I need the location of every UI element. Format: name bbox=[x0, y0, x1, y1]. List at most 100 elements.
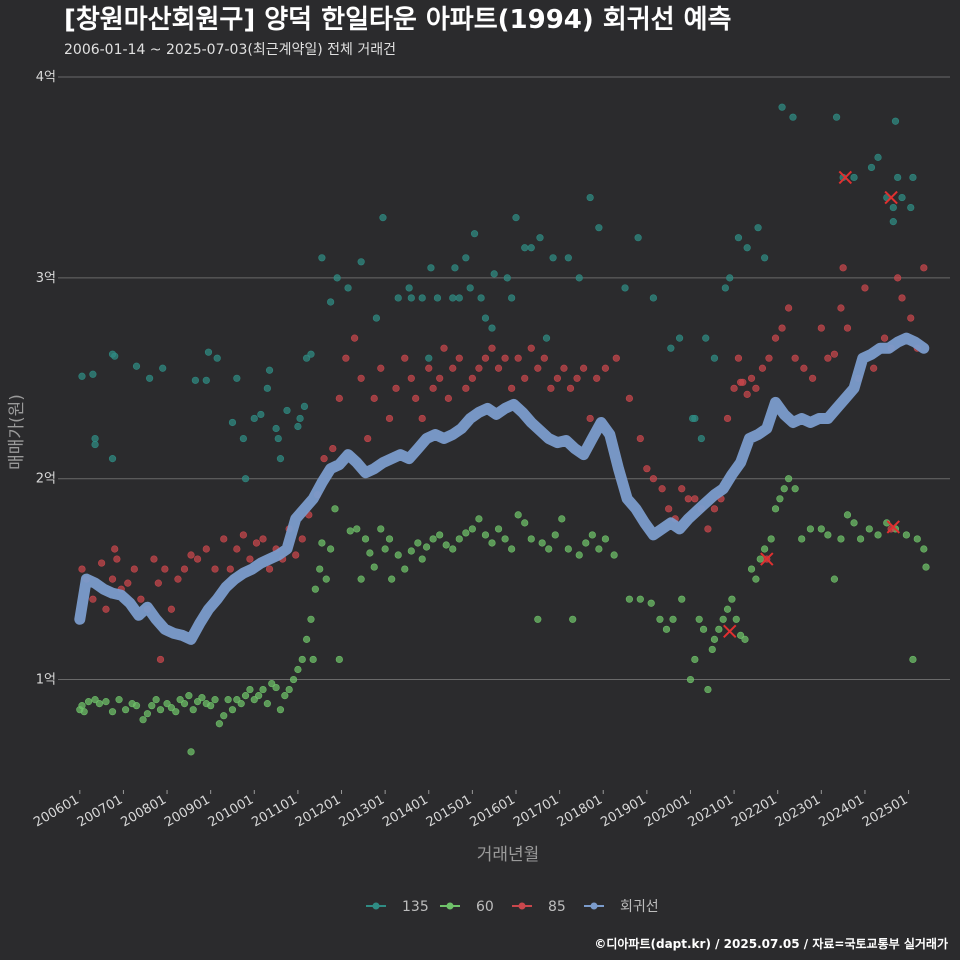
data-point-60 bbox=[224, 696, 232, 704]
legend-item: 85 bbox=[512, 899, 566, 915]
data-point-135 bbox=[721, 284, 729, 292]
data-point-135 bbox=[702, 334, 710, 342]
data-point-85 bbox=[870, 364, 878, 372]
data-point-135 bbox=[867, 163, 876, 172]
data-point-60 bbox=[564, 545, 572, 553]
data-point-135 bbox=[276, 455, 285, 463]
cancelled-mark bbox=[884, 190, 898, 205]
data-point-60 bbox=[691, 655, 699, 664]
x-tick-label: 201001 bbox=[206, 792, 256, 830]
data-point-60 bbox=[388, 575, 396, 583]
data-point-60 bbox=[708, 645, 716, 654]
data-point-60 bbox=[569, 615, 577, 623]
legend-marker bbox=[518, 902, 526, 910]
data-point-60 bbox=[187, 748, 195, 756]
data-point-85 bbox=[508, 384, 516, 392]
data-point-60 bbox=[558, 515, 566, 523]
data-point-60 bbox=[455, 535, 463, 543]
data-point-85 bbox=[113, 555, 121, 563]
data-point-85 bbox=[124, 579, 132, 587]
data-point-85 bbox=[839, 264, 847, 272]
data-point-60 bbox=[686, 675, 695, 684]
data-point-60 bbox=[322, 575, 330, 583]
data-point-60 bbox=[95, 700, 104, 708]
data-point-60 bbox=[902, 531, 910, 539]
data-point-85 bbox=[137, 595, 145, 603]
data-point-135 bbox=[850, 173, 858, 182]
data-point-85 bbox=[800, 364, 808, 372]
data-point-60 bbox=[361, 535, 370, 543]
data-point-60 bbox=[920, 545, 928, 553]
data-point-135 bbox=[734, 234, 743, 242]
data-point-60 bbox=[534, 615, 542, 623]
legend: 135 60 85 회귀선 bbox=[366, 899, 659, 915]
regression-path bbox=[74, 332, 930, 645]
x-tick-label: 201701 bbox=[511, 792, 561, 830]
data-point-85 bbox=[636, 434, 644, 443]
data-point-60 bbox=[527, 535, 535, 543]
data-point-85 bbox=[226, 565, 234, 573]
data-point-135 bbox=[466, 284, 474, 292]
data-point-135 bbox=[239, 434, 247, 443]
data-point-60 bbox=[494, 525, 503, 533]
data-point-135 bbox=[78, 372, 86, 380]
data-point-135 bbox=[449, 294, 457, 302]
data-point-85 bbox=[102, 605, 110, 613]
cancelled-mark bbox=[886, 520, 901, 534]
data-point-60 bbox=[211, 696, 219, 704]
cancelled-mark-stroke bbox=[886, 520, 901, 534]
data-point-135 bbox=[372, 314, 381, 322]
data-point-135 bbox=[294, 422, 302, 431]
legend-marker bbox=[590, 902, 598, 910]
data-point-85 bbox=[481, 354, 490, 362]
data-point-135 bbox=[832, 113, 841, 121]
data-point-85 bbox=[580, 364, 588, 372]
data-point-60 bbox=[148, 702, 156, 710]
data-point-135 bbox=[418, 294, 426, 302]
data-point-85 bbox=[412, 394, 420, 402]
data-point-85 bbox=[734, 354, 743, 362]
data-point-135 bbox=[283, 406, 291, 415]
data-point-60 bbox=[850, 519, 858, 527]
data-point-85 bbox=[108, 575, 117, 583]
data-point-135 bbox=[536, 234, 544, 242]
data-point-85 bbox=[514, 354, 522, 362]
data-point-85 bbox=[156, 655, 165, 664]
data-point-135 bbox=[697, 434, 705, 443]
data-point-135 bbox=[427, 264, 435, 272]
data-point-60 bbox=[595, 545, 603, 553]
y-tick-label: 3억 bbox=[36, 271, 56, 286]
x-tick-label: 202401 bbox=[816, 792, 866, 830]
data-point-85 bbox=[861, 284, 869, 292]
data-point-60 bbox=[514, 511, 522, 519]
data-point-135 bbox=[344, 284, 352, 292]
data-point-60 bbox=[824, 531, 832, 539]
data-point-85 bbox=[329, 444, 337, 453]
data-point-135 bbox=[379, 214, 387, 222]
x-tick-label: 201201 bbox=[293, 792, 343, 830]
data-point-60 bbox=[551, 531, 559, 539]
y-axis-label: 매매가(원) bbox=[7, 394, 27, 470]
data-point-60 bbox=[215, 720, 223, 728]
data-point-85 bbox=[342, 354, 350, 362]
data-point-60 bbox=[207, 702, 215, 710]
data-point-85 bbox=[880, 334, 889, 342]
data-point-85 bbox=[462, 384, 470, 392]
chart-subtitle: 2006-01-14 ~ 2025-07-03(최근계약일) 전체 거래건 bbox=[64, 42, 396, 58]
data-point-60 bbox=[429, 535, 437, 543]
data-point-135 bbox=[675, 334, 684, 342]
data-point-85 bbox=[98, 559, 106, 567]
data-point-135 bbox=[789, 113, 797, 121]
data-point-85 bbox=[778, 324, 786, 332]
data-point-60 bbox=[189, 706, 197, 714]
data-point-60 bbox=[80, 708, 88, 716]
data-point-60 bbox=[521, 519, 529, 527]
data-point-60 bbox=[488, 539, 496, 547]
data-point-60 bbox=[246, 685, 254, 694]
data-point-60 bbox=[331, 505, 339, 513]
data-point-60 bbox=[601, 535, 610, 543]
data-point-135 bbox=[894, 173, 902, 182]
data-point-85 bbox=[335, 394, 343, 402]
data-point-60 bbox=[752, 575, 760, 583]
data-point-135 bbox=[898, 193, 906, 202]
